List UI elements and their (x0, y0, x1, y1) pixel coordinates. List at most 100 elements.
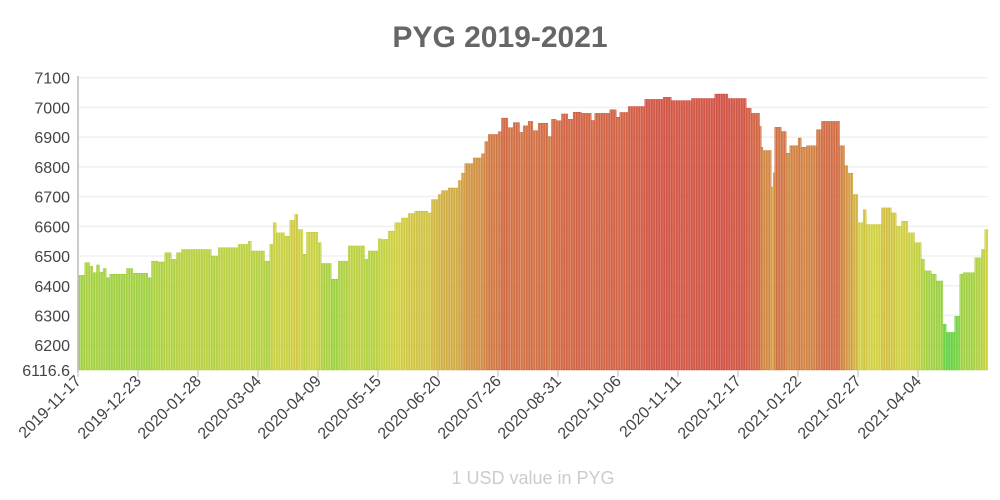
bar (472, 157, 475, 371)
y-tick-label: 7100 (34, 71, 70, 88)
bar (436, 199, 439, 371)
bar (974, 257, 977, 371)
bar (314, 232, 317, 371)
bar (491, 134, 494, 371)
bar (489, 134, 492, 371)
bar (156, 260, 159, 371)
bar (877, 224, 880, 371)
bar (817, 129, 820, 371)
bar (117, 273, 120, 371)
bar (852, 194, 855, 371)
bar (979, 257, 982, 371)
bar (184, 249, 187, 371)
bar (669, 97, 672, 371)
bar (144, 273, 147, 371)
bar (732, 98, 735, 371)
bar (826, 121, 829, 371)
bar (602, 113, 605, 371)
bar (721, 93, 724, 371)
bar (306, 232, 309, 371)
bar (209, 249, 212, 371)
bar (717, 93, 720, 371)
bar (401, 217, 404, 371)
bar (361, 245, 364, 371)
bar (746, 108, 749, 371)
bar (82, 275, 85, 371)
bar (739, 98, 742, 371)
bar (537, 122, 540, 371)
bar (954, 316, 957, 371)
bar (511, 127, 514, 371)
bar (741, 98, 744, 371)
bar (856, 194, 859, 371)
bar (812, 145, 815, 371)
chart-title: PYG 2019-2021 (392, 21, 607, 54)
bar (507, 127, 510, 371)
bar (199, 249, 202, 371)
bar (527, 121, 530, 371)
bar (911, 232, 914, 371)
bar (141, 273, 144, 371)
bar (419, 210, 422, 371)
bar (389, 230, 392, 371)
bar (607, 113, 610, 371)
bar (89, 265, 92, 371)
bar (967, 272, 970, 371)
bar (842, 145, 845, 371)
bar (261, 250, 264, 371)
bar (962, 272, 965, 371)
bar (324, 263, 327, 371)
bar (502, 117, 505, 371)
bar (822, 121, 825, 371)
bar (834, 121, 837, 371)
bar (254, 250, 257, 371)
bar (957, 316, 960, 371)
bar (232, 247, 235, 371)
bar (712, 98, 715, 371)
bar (546, 122, 549, 371)
bar (556, 120, 559, 371)
bar (501, 117, 504, 371)
bar (892, 212, 895, 371)
bar (494, 134, 497, 371)
bar (881, 207, 884, 371)
bar (971, 272, 974, 371)
bar (181, 249, 184, 371)
bar (322, 263, 325, 371)
bar (637, 106, 640, 371)
bar (647, 99, 650, 371)
bar (226, 247, 229, 371)
bar (919, 242, 922, 371)
bar (222, 247, 225, 371)
bar (381, 239, 384, 371)
bar (687, 100, 690, 371)
bar (409, 213, 412, 371)
bar (157, 261, 160, 371)
bar (921, 259, 924, 371)
bar (154, 260, 157, 371)
bar (734, 98, 737, 371)
bar (716, 93, 719, 371)
bar (772, 172, 775, 371)
x-tick-label: 2021-02-27 (795, 373, 865, 443)
bar (942, 323, 945, 371)
bar (299, 229, 302, 371)
bar (411, 213, 414, 371)
bar (579, 111, 582, 371)
bar (366, 259, 369, 371)
bar (316, 232, 319, 371)
bar (291, 220, 294, 371)
x-tick-label: 2020-12-17 (675, 373, 745, 443)
bar (371, 250, 374, 371)
bar (634, 106, 637, 371)
bar (821, 121, 824, 371)
bar (506, 117, 509, 371)
y-tick-label: 6500 (34, 249, 70, 266)
bar (809, 145, 812, 371)
bar (751, 113, 754, 371)
bar (936, 280, 939, 371)
bar (484, 141, 487, 371)
bar (367, 250, 370, 371)
bar (212, 255, 215, 371)
bar (787, 152, 790, 371)
